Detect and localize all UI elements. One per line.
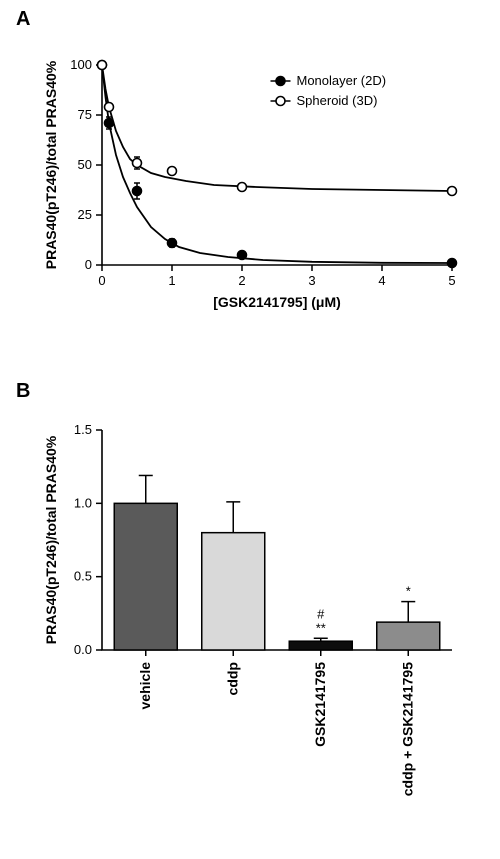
data-point: [133, 187, 142, 196]
y-tick-label: 100: [70, 57, 92, 72]
bar: [114, 503, 177, 650]
data-point: [168, 167, 177, 176]
legend-marker: [276, 77, 285, 86]
data-point: [105, 103, 114, 112]
bar: [377, 622, 440, 650]
x-axis-title: [GSK2141795] (μM): [213, 294, 341, 310]
panel-a-chart: 0123450255075100[GSK2141795] (μM)PRAS40(…: [40, 55, 470, 315]
bar: [202, 533, 265, 650]
x-tick-label: 3: [308, 273, 315, 288]
x-tick-label: 0: [98, 273, 105, 288]
bar-label: cddp + GSK2141795: [399, 662, 415, 796]
series-curve: [102, 65, 452, 263]
data-point: [168, 239, 177, 248]
bar-label: cddp: [224, 662, 240, 695]
y-tick-label: 75: [78, 107, 92, 122]
panel-b-svg: 0.0 0.5 1.0 1.5 PRAS40(pT246)/total PRAS40% v…: [40, 420, 470, 840]
axes: [102, 65, 452, 265]
y-axis-title: PRAS40(pT246)/total PRAS40%: [43, 435, 59, 644]
bar-label: vehicle: [137, 662, 153, 710]
y-tick-label: 25: [78, 207, 92, 222]
legend-marker: [276, 97, 285, 106]
y-axis-title: PRAS40(pT246)/total PRAS40%: [43, 60, 59, 269]
y-tick-label: 0: [85, 257, 92, 272]
data-point: [238, 183, 247, 192]
y-tick-label: 0.0: [74, 642, 92, 657]
bar: [289, 641, 352, 650]
significance-annot: **: [316, 620, 326, 635]
data-point: [448, 187, 457, 196]
data-point: [133, 159, 142, 168]
x-tick-label: 4: [378, 273, 385, 288]
y-tick-label: 50: [78, 157, 92, 172]
significance-annot: *: [406, 584, 411, 599]
x-tick-label: 1: [168, 273, 175, 288]
y-tick-label: 0.5: [74, 569, 92, 584]
legend-label: Spheroid (3D): [297, 93, 378, 108]
significance-annot: #: [317, 606, 325, 621]
panel-b-chart: 0.0 0.5 1.0 1.5 PRAS40(pT246)/total PRAS40% v…: [40, 420, 470, 840]
y-tick-label: 1.5: [74, 422, 92, 437]
panel-b-label: B: [16, 380, 30, 403]
x-tick-label: 2: [238, 273, 245, 288]
bar-label: GSK2141795: [312, 662, 328, 747]
y-tick-label: 1.0: [74, 495, 92, 510]
data-point: [98, 61, 107, 70]
legend-label: Monolayer (2D): [297, 73, 387, 88]
data-point: [238, 251, 247, 260]
x-tick-label: 5: [448, 273, 455, 288]
data-point: [448, 259, 457, 268]
panel-a-svg: 0123450255075100[GSK2141795] (μM)PRAS40(…: [40, 55, 470, 315]
panel-a-label: A: [16, 8, 30, 31]
